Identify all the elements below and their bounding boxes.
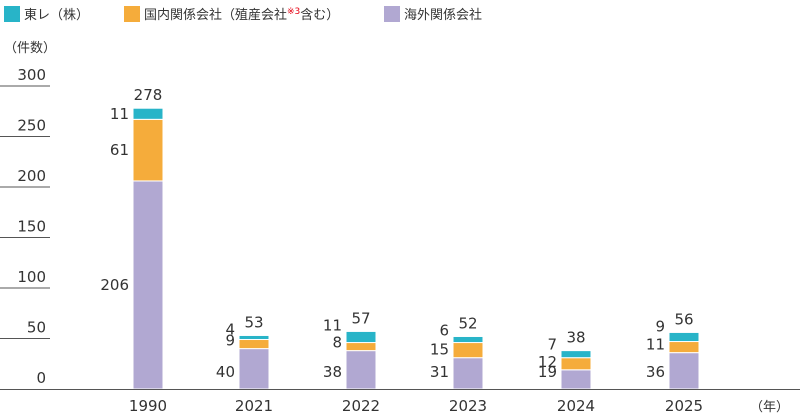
x-tick-label: 2021 xyxy=(235,397,273,415)
total-value-label: 56 xyxy=(674,310,693,328)
segment-value-label: 8 xyxy=(332,334,342,352)
total-value-label: 38 xyxy=(566,329,585,347)
segment-value-label: 206 xyxy=(100,276,129,294)
legend: 東レ（株） 国内関係会社（殖産会社※3含む） 海外関係会社 xyxy=(4,6,482,23)
bar-segment xyxy=(345,350,377,390)
legend-swatch xyxy=(384,6,400,22)
total-value-label: 52 xyxy=(458,314,477,332)
segment-value-label: 38 xyxy=(323,363,342,381)
x-tick-label: 2022 xyxy=(342,397,380,415)
segment-value-label: 61 xyxy=(110,141,129,159)
total-value-label: 278 xyxy=(134,86,163,104)
segment-value-label: 11 xyxy=(646,336,665,354)
segment-value-label: 4 xyxy=(225,320,235,338)
bar-segment xyxy=(452,357,484,390)
y-tick-label: 200 xyxy=(17,167,46,185)
legend-label: 海外関係会社 xyxy=(404,7,482,23)
bars xyxy=(132,107,700,390)
bar-segment xyxy=(668,331,700,343)
y-tick-label: 150 xyxy=(17,218,46,236)
bar-segment xyxy=(132,118,164,182)
bar-segment xyxy=(238,334,270,341)
segment-value-label: 7 xyxy=(547,336,557,354)
bar-segment xyxy=(345,342,377,352)
y-tick-label: 300 xyxy=(17,66,46,84)
y-axis-label: （件数） xyxy=(4,41,56,56)
bar-segment xyxy=(345,330,377,344)
segment-value-label: 11 xyxy=(323,316,342,334)
x-axis: 1990 2021 2022 2023 2024 2025 xyxy=(0,389,800,415)
bar-segment xyxy=(560,350,592,359)
x-tick-label: 2025 xyxy=(665,397,703,415)
segment-value-label: 19 xyxy=(538,363,557,381)
y-tick-label: 100 xyxy=(17,268,46,286)
bar-segment xyxy=(560,369,592,390)
bar-segment xyxy=(668,341,700,354)
bar-segment xyxy=(452,335,484,344)
segment-value-label: 15 xyxy=(430,341,449,359)
segment-value-label: 36 xyxy=(646,363,665,381)
bar-segment xyxy=(132,107,164,120)
x-tick-label: 2024 xyxy=(557,397,595,415)
segment-value-label: 40 xyxy=(216,363,235,381)
y-tick-label: 250 xyxy=(17,117,46,135)
legend-swatch xyxy=(124,6,140,22)
bar-segment xyxy=(132,180,164,390)
segment-value-label: 9 xyxy=(655,317,665,335)
legend-label: 東レ（株） xyxy=(24,7,89,23)
segment-value-label: 9 xyxy=(225,332,235,350)
bar-segment xyxy=(452,342,484,359)
legend-label: 国内関係会社（殖産会社※3含む） xyxy=(144,7,339,23)
x-tick-label: 1990 xyxy=(129,397,167,415)
bar-segment xyxy=(238,348,270,390)
y-tick-label: 50 xyxy=(27,319,46,337)
segment-value-label: 11 xyxy=(110,105,129,123)
x-tick-label: 2023 xyxy=(449,397,487,415)
y-tick-label: 0 xyxy=(36,369,46,387)
segment-value-label: 6 xyxy=(439,321,449,339)
segment-value-label: 12 xyxy=(538,353,557,371)
legend-swatch xyxy=(4,6,20,22)
y-axis: 0 50 100 150 200 250 300 xyxy=(0,66,50,387)
segment-value-label: 31 xyxy=(430,363,449,381)
bar-segment xyxy=(560,357,592,371)
total-value-label: 53 xyxy=(244,313,263,331)
total-value-label: 57 xyxy=(351,309,370,327)
bar-segment xyxy=(238,339,270,350)
x-axis-label: （年） xyxy=(750,400,789,415)
bar-segment xyxy=(668,352,700,390)
